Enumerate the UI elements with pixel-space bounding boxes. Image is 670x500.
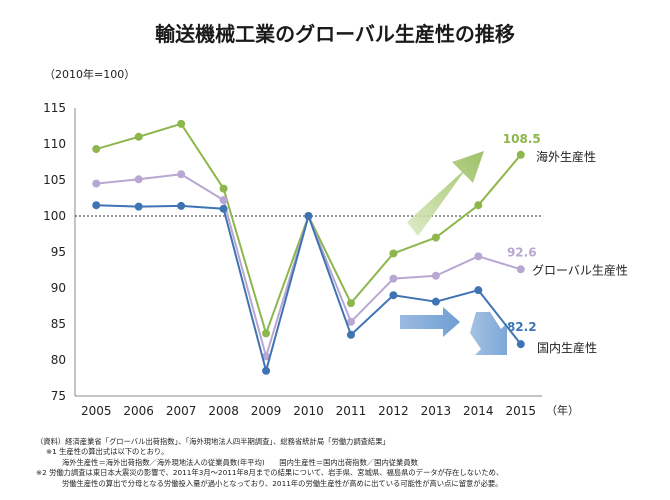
data-point [304, 212, 313, 220]
data-point [177, 170, 186, 179]
data-point [431, 297, 440, 306]
x-tick-label: 2008 [208, 404, 239, 418]
data-point [134, 175, 143, 184]
y-tick-label: 85 [51, 317, 66, 331]
end-value-label: 92.6 [507, 245, 537, 259]
x-tick-label: 2010 [293, 404, 324, 418]
y-tick-label: 90 [51, 281, 66, 295]
data-point [346, 317, 355, 326]
chart-title: 輸送機械工業のグローバル生産性の推移 [155, 22, 515, 46]
note-2-cont: 労働生産性の算出で分母となる労働投入量が過小となっており、2011年の労働生産性… [62, 478, 503, 488]
y-tick-label: 110 [43, 137, 66, 151]
x-tick-label: 2012 [378, 404, 409, 418]
y-tick-label: 115 [43, 101, 66, 115]
data-point [474, 286, 483, 295]
data-point [516, 150, 525, 159]
data-point [262, 366, 271, 375]
data-point [177, 119, 186, 128]
series-1: 92.6 グローバル生産性 [92, 170, 628, 361]
y-tick-labels: 75 80 85 90 95 100 105 110 115 [43, 101, 66, 403]
y-tick-label: 100 [43, 209, 66, 223]
x-tick-label: 2009 [251, 404, 282, 418]
y-tick-label: 80 [51, 353, 66, 367]
series-name-label: 国内生産性 [537, 340, 597, 355]
note-2: ※2 労働力調査は東日本大震災の影響で、2011年3月～2011年8月までの結果… [36, 468, 504, 478]
data-point [389, 249, 398, 258]
note-1-formula: 海外生産性＝海外出荷指数／海外現地法人の従業員数(年平均) 国内生産性＝国内出荷… [62, 457, 418, 467]
data-point [431, 271, 440, 280]
y-tick-label: 75 [51, 389, 66, 403]
data-point [516, 265, 525, 274]
series-line [95, 122, 522, 335]
data-point [389, 291, 398, 300]
down-right-arrow-icon [470, 312, 507, 355]
footnotes: （資料）経済産業省「グローバル出荷指数」、「海外現地法人四半期調査」、総務省統計… [36, 437, 656, 489]
note-1: ※1 生産性の算出式は以下のとおり。 [46, 447, 169, 457]
data-point [92, 145, 101, 154]
series-line [96, 204, 522, 372]
data-point [431, 233, 440, 242]
data-point [219, 204, 228, 213]
data-point [92, 179, 101, 188]
data-point [219, 196, 228, 205]
x-tick-label: 2015 [505, 404, 536, 418]
data-point [134, 132, 143, 141]
data-point [346, 330, 355, 339]
y-tick-label: 95 [51, 245, 66, 259]
data-point [474, 201, 483, 210]
note-source: （資料）経済産業省「グローバル出荷指数」、「海外現地法人四半期調査」、総務省統計… [36, 437, 390, 446]
data-point [516, 340, 525, 349]
data-point [134, 202, 143, 211]
data-point [92, 201, 101, 210]
data-point [219, 184, 228, 193]
x-tick-labels: 2005 2006 2007 2008 2009 2010 2011 2012 2013 2014… [81, 404, 536, 418]
data-point [346, 299, 355, 308]
x-tick-label: 2013 [421, 404, 452, 418]
data-point [262, 352, 271, 361]
y-unit-note: （2010年=100） [44, 67, 135, 81]
series-line [96, 173, 522, 358]
x-tick-label: 2007 [166, 404, 197, 418]
y-tick-label: 105 [43, 173, 66, 187]
x-tick-label: 2005 [81, 404, 112, 418]
data-point [262, 329, 271, 338]
x-tick-label: 2006 [123, 404, 154, 418]
end-value-label: 82.2 [507, 320, 537, 334]
series-name-label: 海外生産性 [536, 149, 596, 164]
right-arrow-icon [400, 307, 460, 337]
data-point [177, 201, 186, 210]
x-tick-label: 2011 [336, 404, 367, 418]
x-tick-label: 2014 [463, 404, 494, 418]
x-unit-label: （年） [546, 403, 579, 417]
data-point [389, 274, 398, 283]
series-name-label: グローバル生産性 [532, 262, 628, 277]
up-trend-arrow-icon [407, 151, 484, 236]
data-point [474, 252, 483, 261]
end-value-label: 108.5 [503, 132, 541, 146]
